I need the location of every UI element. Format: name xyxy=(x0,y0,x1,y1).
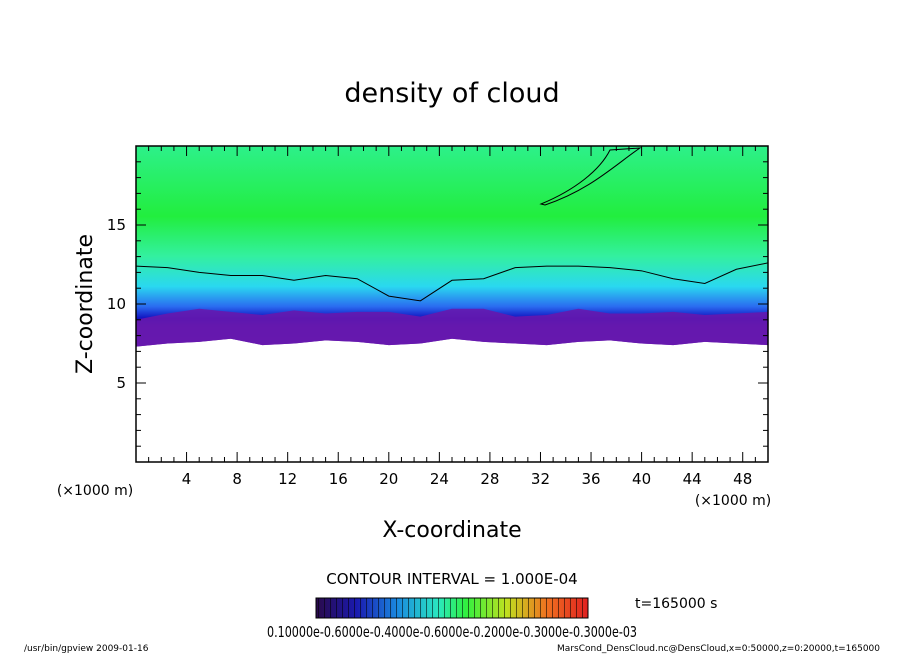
colorbar-stripes xyxy=(316,598,588,618)
x-tick-label: 20 xyxy=(379,470,398,488)
cloud-density-field xyxy=(136,146,768,347)
x-axis-unit-left: (×1000 m) xyxy=(57,483,133,499)
footer-left: /usr/bin/gpview 2009-01-16 xyxy=(24,644,149,654)
cloud-base-band xyxy=(136,308,768,347)
time-label: t=165000 s xyxy=(635,596,717,612)
x-tick-label: 4 xyxy=(182,470,192,488)
contour-line xyxy=(136,262,768,302)
y-axis-label: Z-coordinate xyxy=(73,234,98,374)
colorbar-labels: 0.10000e-0.6000e-0.4000e-0.6000e-0.2000e… xyxy=(267,623,637,641)
x-tick-label: 8 xyxy=(232,470,242,488)
contour-interval: CONTOUR INTERVAL = 1.000E-04 xyxy=(326,570,577,588)
x-tick-label: 28 xyxy=(480,470,499,488)
y-tick-label: 5 xyxy=(116,374,126,392)
x-tick-label: 16 xyxy=(329,470,348,488)
y-axis-ticks: 5 10 15 xyxy=(107,145,768,463)
x-axis-label: X-coordinate xyxy=(382,518,521,543)
upper-contour xyxy=(539,147,642,206)
x-tick-label: 36 xyxy=(581,470,600,488)
footer-right: MarsCond_DensCloud.nc@DensCloud,x=0:5000… xyxy=(557,644,880,654)
y-tick-label: 10 xyxy=(107,295,126,313)
y-tick-label: 15 xyxy=(107,216,126,234)
x-tick-label: 24 xyxy=(430,470,449,488)
x-axis-ticks: 4 8 12 16 20 24 28 32 36 40 44 48 xyxy=(135,146,769,488)
x-tick-label: 40 xyxy=(632,470,651,488)
x-tick-label: 44 xyxy=(683,470,702,488)
chart-title: density of cloud xyxy=(344,78,559,109)
x-tick-label: 12 xyxy=(278,470,297,488)
x-tick-label: 48 xyxy=(733,470,752,488)
x-axis-unit-right: (×1000 m) xyxy=(695,493,771,509)
x-tick-label: 32 xyxy=(531,470,550,488)
